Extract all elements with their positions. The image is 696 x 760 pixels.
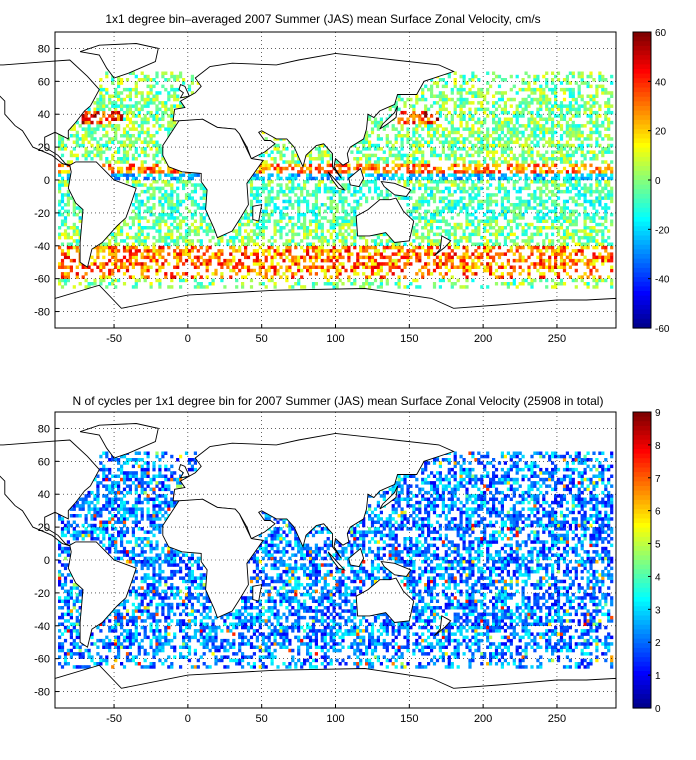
x-tick-label: 150 [400,713,418,725]
colorbar-tick-label: 1 [655,671,661,682]
x-tick-label: 0 [185,713,191,725]
colorbar-tick-label: 0 [655,176,661,187]
y-tick-label: -40 [34,621,50,633]
colorbar-tick-label: -60 [655,324,670,335]
colorbar-tick-label: 60 [655,28,667,39]
y-tick-label: 0 [44,175,50,187]
y-tick-label: -60 [34,654,50,666]
colorbar-tick-label: 0 [655,704,661,715]
colorbar-tick-label: 3 [655,605,661,616]
y-tick-label: 80 [38,43,50,55]
x-tick-label: -50 [106,333,122,345]
y-tick-label: -20 [34,208,50,220]
y-tick-label: 0 [44,555,50,567]
y-tick-label: -80 [34,307,50,319]
x-tick-label: 100 [326,713,344,725]
panel-1-title: 1x1 degree bin–averaged 2007 Summer (JAS… [105,12,541,26]
y-tick-label: 40 [38,489,50,501]
colorbar-tick-label: 8 [655,441,661,452]
y-tick-label: -60 [34,274,50,286]
x-tick-label: 100 [326,333,344,345]
coastlines [0,43,617,329]
x-tick-label: 150 [400,333,418,345]
x-tick-label: 250 [548,713,566,725]
y-tick-label: 20 [38,142,50,154]
colorbar-tick-label: 7 [655,474,661,485]
x-tick-label: 200 [474,333,492,345]
data-bins [58,71,614,289]
x-tick-label: 50 [256,713,268,725]
colorbar-tick-label: 40 [655,77,667,88]
y-tick-label: 20 [38,522,50,534]
colorbar-tick-label: -40 [655,275,670,286]
colorbar-tick-label: 5 [655,540,661,551]
y-tick-label: -20 [34,588,50,600]
colorbar-tick-label: 20 [655,127,667,138]
colorbar-tick-label: 9 [655,408,661,419]
y-tick-label: -80 [34,687,50,699]
y-tick-label: 60 [38,456,50,468]
x-tick-label: -50 [106,713,122,725]
grid-lines [55,32,616,328]
colorbar-tick-label: 2 [655,638,661,649]
colorbar-tick-label: 4 [655,572,661,583]
y-tick-label: 60 [38,76,50,88]
x-tick-label: 50 [256,333,268,345]
colorbar-tick-label: 6 [655,507,661,518]
x-tick-label: 200 [474,713,492,725]
colorbar-1: 60 40 20 0 -20 -40 -60 [632,28,670,335]
x-tick-label: 0 [185,333,191,345]
data-bins [58,451,614,669]
panel-2-title: N of cycles per 1x1 degree bin for 2007 … [72,394,604,408]
y-tick-label: 40 [38,109,50,121]
colorbar-tick-label: -20 [655,225,670,236]
colorbar-2: 9 8 7 6 5 4 3 2 1 0 [632,408,661,715]
y-tick-label: -40 [34,241,50,253]
y-tick-label: 80 [38,423,50,435]
x-tick-label: 250 [548,333,566,345]
grid-lines [55,412,616,708]
